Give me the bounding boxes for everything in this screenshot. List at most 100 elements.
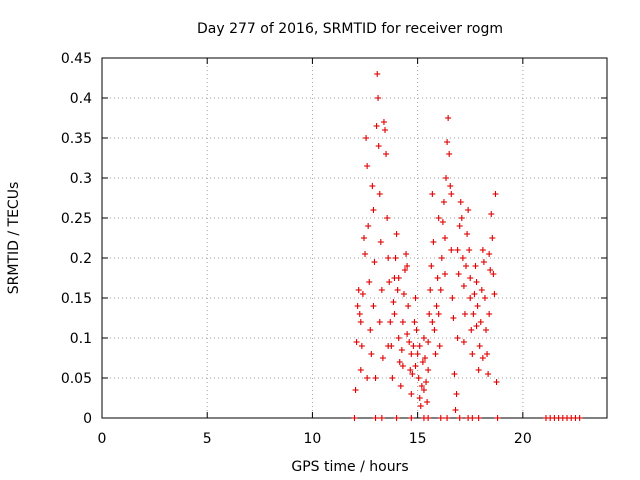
- data-point: [438, 255, 445, 261]
- data-point: [399, 363, 406, 369]
- data-point: [425, 367, 432, 373]
- data-point: [385, 343, 392, 349]
- y-tick-label: 0.25: [61, 211, 92, 227]
- data-point: [427, 287, 434, 293]
- data-point: [390, 299, 397, 305]
- data-point: [456, 223, 463, 229]
- data-point: [453, 391, 460, 397]
- data-point: [467, 275, 474, 281]
- y-tick-label: 0.2: [70, 251, 92, 267]
- data-point: [375, 143, 382, 149]
- data-point: [385, 255, 392, 261]
- data-point: [470, 311, 477, 317]
- data-point: [394, 287, 401, 293]
- data-point: [432, 351, 439, 357]
- data-point: [383, 151, 390, 157]
- data-point: [486, 311, 493, 317]
- data-point: [444, 139, 451, 145]
- data-point: [399, 319, 406, 325]
- data-point: [473, 323, 480, 329]
- data-point: [356, 311, 363, 317]
- data-point: [461, 311, 468, 317]
- data-point: [365, 223, 372, 229]
- data-point: [408, 351, 415, 357]
- data-point: [408, 415, 415, 421]
- data-point: [444, 415, 451, 421]
- data-point: [486, 251, 493, 257]
- data-point: [477, 319, 484, 325]
- data-point: [458, 215, 465, 221]
- data-point: [412, 363, 419, 369]
- data-point: [475, 415, 482, 421]
- x-tick-label: 10: [304, 431, 322, 447]
- data-point: [372, 415, 379, 421]
- data-point: [455, 271, 462, 277]
- data-point: [378, 287, 385, 293]
- data-point: [431, 327, 438, 333]
- data-point: [380, 119, 387, 125]
- data-point: [379, 355, 386, 361]
- data-point: [397, 383, 404, 389]
- data-point: [430, 239, 437, 245]
- x-tick-label: 15: [409, 431, 427, 447]
- data-point: [352, 387, 359, 393]
- data-point: [414, 351, 421, 357]
- data-point: [488, 211, 495, 217]
- data-point: [411, 319, 418, 325]
- data-point: [406, 339, 413, 345]
- data-point: [370, 303, 377, 309]
- data-point: [465, 207, 472, 213]
- data-point: [412, 295, 419, 301]
- data-point: [479, 355, 486, 361]
- data-point: [445, 115, 452, 121]
- data-point: [478, 287, 485, 293]
- data-point: [395, 275, 402, 281]
- data-point: [378, 415, 385, 421]
- data-point: [493, 379, 500, 385]
- y-axis-label: SRMTID / TECUs: [6, 182, 22, 295]
- data-point: [484, 351, 491, 357]
- data-point: [366, 279, 373, 285]
- data-point: [459, 255, 466, 261]
- data-point: [460, 283, 467, 289]
- data-point: [404, 263, 411, 269]
- data-point: [576, 415, 583, 421]
- data-point: [441, 271, 448, 277]
- data-point: [476, 343, 483, 349]
- y-tick-label: 0.4: [70, 91, 92, 107]
- data-point: [408, 391, 415, 397]
- data-point: [490, 271, 497, 277]
- data-point: [370, 207, 377, 213]
- data-point: [485, 371, 492, 377]
- data-point: [420, 387, 427, 393]
- data-point: [425, 415, 432, 421]
- data-point: [396, 359, 403, 365]
- chart-title: Day 277 of 2016, SRMTID for receiver rog…: [197, 21, 503, 37]
- data-point: [469, 415, 476, 421]
- data-point: [436, 343, 443, 349]
- data-point: [407, 367, 414, 373]
- data-point: [454, 335, 461, 341]
- data-point: [464, 231, 471, 237]
- data-point: [454, 247, 461, 253]
- data-point: [426, 311, 433, 317]
- data-point: [443, 175, 450, 181]
- data-point: [372, 375, 379, 381]
- x-tick-label: 20: [514, 431, 532, 447]
- data-point: [494, 415, 501, 421]
- data-point: [474, 303, 481, 309]
- data-point: [429, 319, 436, 325]
- data-point: [466, 247, 473, 253]
- data-point: [386, 279, 393, 285]
- data-point: [475, 367, 482, 373]
- plot-frame: [101, 57, 608, 419]
- data-point: [448, 191, 455, 197]
- data-point: [392, 255, 399, 261]
- data-point: [418, 383, 425, 389]
- y-tick-label: 0: [83, 411, 92, 427]
- data-point: [402, 267, 408, 273]
- data-point: [398, 347, 405, 353]
- data-point: [451, 371, 458, 377]
- data-point: [364, 163, 371, 169]
- data-point: [452, 407, 459, 413]
